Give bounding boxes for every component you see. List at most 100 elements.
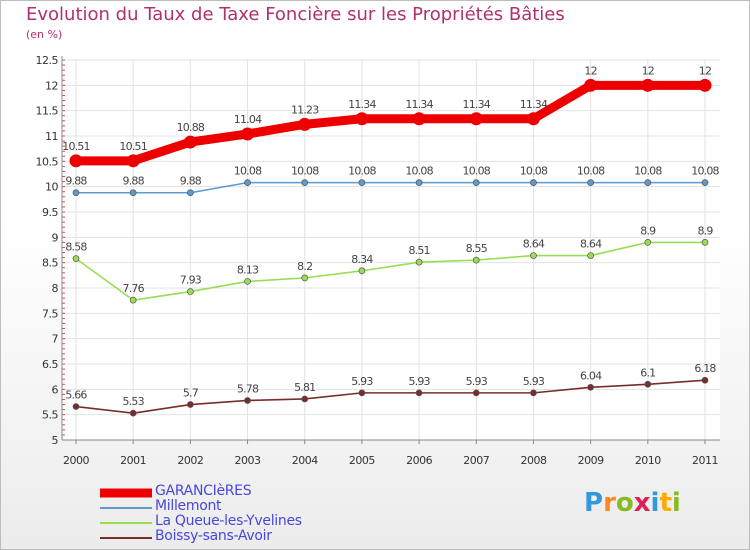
legend-label: GARANCIèRES [155, 483, 252, 499]
data-label: 8.58 [65, 241, 87, 254]
data-label: 10.08 [463, 165, 491, 178]
data-point [530, 252, 537, 259]
y-tick-label: 6.5 [42, 358, 58, 371]
legend-swatch-garancieres [100, 488, 152, 497]
data-point [244, 397, 251, 404]
logo-letter: r [603, 488, 616, 518]
logo-letter: i [650, 488, 660, 518]
series-line-0 [76, 80, 705, 166]
data-label: 5.7 [183, 387, 199, 400]
legend: GARANCIèRES Millemont La Queue-les-Yveli… [100, 483, 360, 545]
logo-letter: x [633, 488, 651, 518]
data-point [358, 267, 366, 275]
data-point [530, 179, 537, 186]
data-point [355, 112, 369, 126]
data-point [584, 78, 598, 92]
y-tick-label: 12.5 [36, 54, 59, 67]
legend-item-millemont: Millemont [100, 498, 360, 515]
data-point [187, 401, 194, 408]
y-tick-label: 8.5 [42, 257, 58, 270]
x-tick-label: 2002 [177, 454, 203, 467]
data-label: 11.34 [405, 98, 433, 111]
data-point [244, 179, 251, 186]
data-label: 5.93 [523, 375, 545, 388]
data-point [72, 403, 80, 410]
data-point [530, 389, 537, 397]
y-tick-label: 9.5 [42, 206, 58, 219]
data-label: 5.93 [466, 375, 488, 388]
data-point [472, 389, 480, 397]
data-label: 6.1 [640, 366, 655, 379]
data-label: 8.9 [697, 224, 713, 237]
y-tick-label: 8 [52, 282, 59, 295]
data-point [187, 288, 194, 295]
proxiti-logo: Proxiti [584, 488, 681, 518]
data-label: 11.04 [234, 113, 262, 126]
data-point [187, 189, 194, 197]
data-point [587, 252, 594, 259]
data-label: 8.51 [408, 244, 429, 257]
data-label: 6.18 [694, 362, 716, 375]
data-point [587, 179, 594, 186]
data-point [701, 376, 709, 384]
data-label: 11.34 [520, 98, 548, 111]
series-line-2 [75, 241, 705, 301]
data-point [644, 179, 652, 186]
data-label: 8.2 [297, 260, 312, 273]
legend-label: Millemont [155, 498, 222, 514]
y-tick-label: 11.5 [36, 105, 59, 118]
data-label: 10.08 [691, 165, 719, 178]
data-label: 8.9 [640, 224, 656, 237]
data-point [415, 389, 423, 397]
data-label: 5.81 [294, 381, 315, 394]
x-tick-label: 2004 [292, 454, 318, 467]
x-tick-label: 2010 [635, 454, 661, 467]
x-tick-label: 2009 [578, 454, 604, 467]
legend-swatch-la-queue-les-yvelines [100, 521, 152, 524]
data-point [69, 154, 83, 168]
y-tick-label: 10 [45, 181, 58, 194]
legend-label: La Queue-les-Yvelines [155, 513, 302, 529]
data-label: 5.66 [65, 389, 87, 402]
y-tick-label: 9 [52, 231, 59, 244]
x-tick-label: 2007 [463, 454, 489, 467]
x-tick-label: 2003 [235, 454, 261, 467]
data-label: 10.08 [234, 165, 262, 178]
data-point [183, 135, 197, 149]
data-label: 12 [699, 64, 711, 77]
data-point [415, 258, 423, 266]
data-point [301, 179, 309, 186]
data-label: 10.08 [405, 165, 433, 178]
x-tick-label: 2000 [63, 454, 89, 467]
data-point [358, 179, 366, 186]
data-point [244, 278, 251, 285]
data-point [641, 78, 655, 92]
legend-swatch-boissy-sans-avoir [100, 536, 152, 539]
data-point [298, 117, 312, 131]
data-label: 8.64 [523, 238, 545, 251]
data-label: 11.34 [463, 98, 491, 111]
data-point [129, 189, 137, 197]
data-point [126, 154, 140, 168]
data-label: 5.78 [237, 382, 259, 395]
data-point [129, 296, 137, 304]
data-label: 10.08 [520, 165, 548, 178]
data-label: 10.08 [634, 165, 662, 178]
chart-title: Evolution du Taux de Taxe Foncière sur l… [26, 4, 565, 25]
x-tick-label: 2005 [349, 454, 375, 467]
data-point [412, 112, 426, 126]
series-line-3 [75, 379, 706, 414]
data-label: 12 [584, 64, 596, 77]
logo-letter: o [615, 488, 634, 518]
y-tick-label: 7 [52, 333, 59, 346]
x-tick-label: 2011 [692, 454, 718, 467]
logo-letter: P [584, 488, 604, 518]
y-tick-label: 11 [45, 130, 58, 143]
y-tick-label: 7.5 [42, 307, 58, 320]
x-tick-label: 2006 [406, 454, 432, 467]
data-point [72, 189, 80, 197]
legend-item-garancieres: GARANCIèRES [100, 483, 360, 500]
data-label: 7.76 [123, 282, 145, 295]
x-tick-label: 2008 [520, 454, 546, 467]
